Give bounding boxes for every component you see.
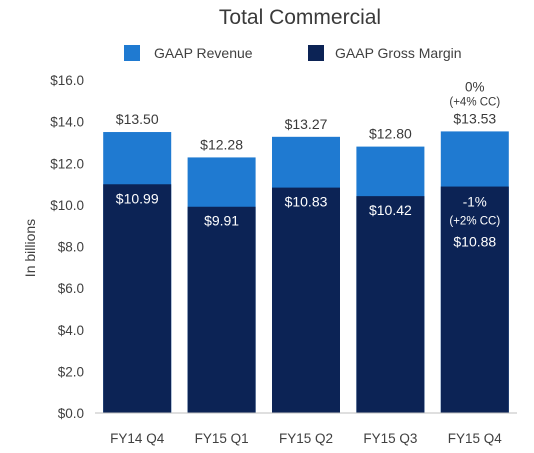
y-tick-label: $16.0 — [50, 73, 84, 88]
legend-swatch-revenue — [124, 45, 140, 61]
x-axis: FY14 Q4 FY15 Q1 FY15 Q2 FY15 Q3 FY15 Q4 — [110, 431, 502, 446]
bars — [103, 131, 509, 414]
x-tick-label: FY15 Q1 — [195, 431, 249, 446]
y-tick-label: $14.0 — [50, 115, 84, 130]
y-axis-label: In billions — [22, 219, 38, 277]
bar-gross-margin — [187, 206, 256, 413]
bar-labels: $13.50 $10.99 $12.28 $9.91 $13.27 $10.83 $12.8… — [116, 110, 497, 249]
y-tick-label: $4.0 — [58, 323, 84, 338]
x-tick-label: FY15 Q4 — [448, 431, 503, 446]
y-tick-label: $2.0 — [58, 364, 84, 379]
gross-margin-growth-annotation: -1% — [463, 195, 487, 210]
gross-margin-value-label: $10.88 — [453, 234, 496, 250]
gross-margin-value-label: $10.83 — [285, 194, 328, 210]
y-tick-label: $10.0 — [50, 198, 84, 213]
y-tick-label: $0.0 — [58, 406, 84, 421]
legend-label-gross-margin: GAAP Gross Margin — [335, 45, 462, 61]
x-tick-label: FY15 Q3 — [363, 431, 417, 446]
revenue-value-label: $12.80 — [369, 126, 412, 142]
gross-margin-growth-cc-annotation: (+2% CC) — [449, 216, 500, 228]
legend: GAAP Revenue GAAP Gross Margin — [124, 45, 462, 61]
y-tick-label: $8.0 — [58, 240, 84, 255]
bar-gross-margin — [272, 187, 340, 413]
gross-margin-value-label: $9.91 — [204, 213, 239, 229]
revenue-value-label: $12.28 — [200, 136, 243, 152]
revenue-value-label: $13.53 — [453, 110, 496, 126]
legend-label-revenue: GAAP Revenue — [154, 45, 253, 61]
y-tick-label: $12.0 — [50, 156, 84, 171]
bar-gross-margin — [440, 186, 509, 413]
chart-title: Total Commercial — [219, 6, 381, 29]
revenue-growth-annotation: 0% — [465, 79, 485, 94]
x-tick-label: FY14 Q4 — [110, 431, 165, 446]
gross-margin-value-label: $10.42 — [369, 202, 412, 218]
gross-margin-value-label: $10.99 — [116, 190, 159, 206]
growth-annotations: 0% (+4% CC) -1% (+2% CC) — [449, 79, 500, 227]
revenue-growth-cc-annotation: (+4% CC) — [449, 96, 500, 108]
bar-gross-margin — [356, 196, 425, 413]
revenue-value-label: $13.50 — [116, 111, 159, 127]
revenue-value-label: $13.27 — [285, 116, 328, 132]
legend-swatch-gross-margin — [308, 45, 324, 61]
y-tick-label: $6.0 — [58, 281, 84, 296]
x-tick-label: FY15 Q2 — [279, 431, 333, 446]
y-axis: $0.0 $2.0 $4.0 $6.0 $8.0 $10.0 $12.0 $14.0 $16.0 — [50, 73, 84, 421]
bar-gross-margin — [103, 184, 172, 413]
